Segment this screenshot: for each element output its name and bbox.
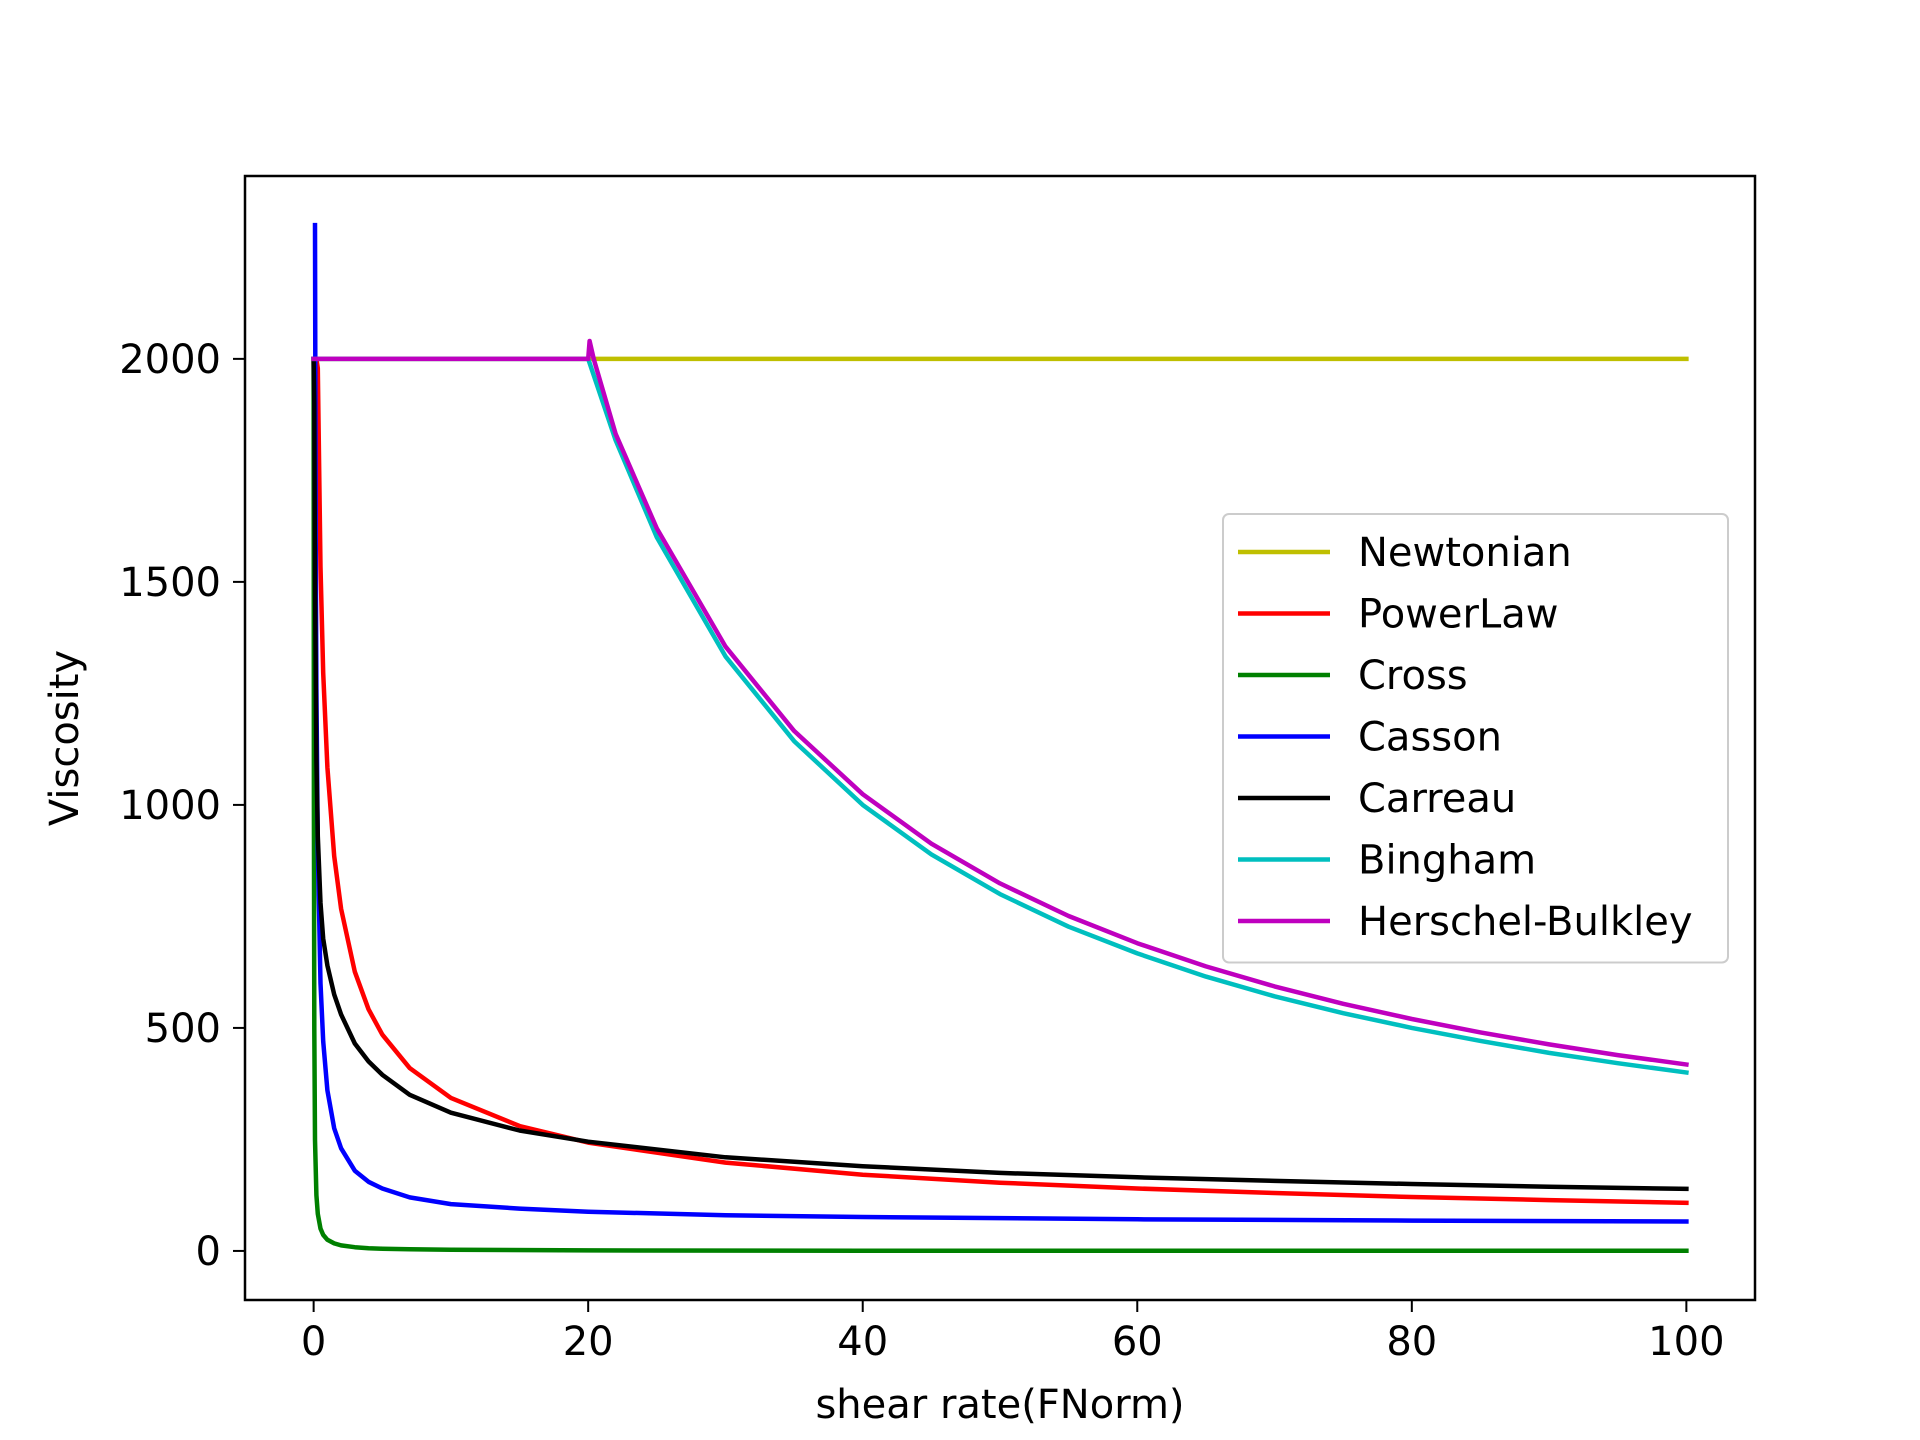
x-tick-label: 80 [1386,1319,1437,1365]
legend-label: Bingham [1358,838,1536,884]
y-tick-label: 0 [196,1229,221,1275]
series-layer [311,222,1689,1254]
series-line-cross [311,356,1689,1254]
legend-label: Newtonian [1358,530,1572,576]
x-axis-label: shear rate(FNorm) [815,1382,1184,1428]
legend-label: Herschel-Bulkley [1358,899,1693,945]
series-line-powerlaw [312,356,1689,1206]
x-axis: 0 20 40 60 80 100 [301,1300,1725,1365]
y-tick-label: 500 [145,1006,221,1052]
x-tick-label: 40 [837,1319,888,1365]
y-tick-label: 2000 [119,337,221,383]
plot-area-frame [243,174,1757,1302]
y-tick-label: 1000 [119,783,221,829]
legend-label: PowerLaw [1358,592,1558,638]
x-tick-label: 60 [1112,1319,1163,1365]
legend-label: Cross [1358,653,1468,699]
legend-label: Carreau [1358,776,1516,822]
y-tick-label: 1500 [119,560,221,606]
series-line-carreau [311,356,1689,1192]
x-tick-label: 20 [563,1319,614,1365]
series-line-bingham [311,356,1689,1076]
y-axis-label: Viscosity [42,650,88,826]
x-tick-label: 0 [301,1319,326,1365]
legend: Newtonian PowerLaw Cross Casson Carreau Bingh… [1222,513,1729,964]
y-axis: 0 500 1000 1500 2000 [119,337,245,1275]
x-tick-label: 100 [1648,1319,1724,1365]
series-line-herschel-bulkley [311,338,1689,1068]
legend-label: Casson [1358,715,1502,761]
legend-box [1222,513,1729,964]
